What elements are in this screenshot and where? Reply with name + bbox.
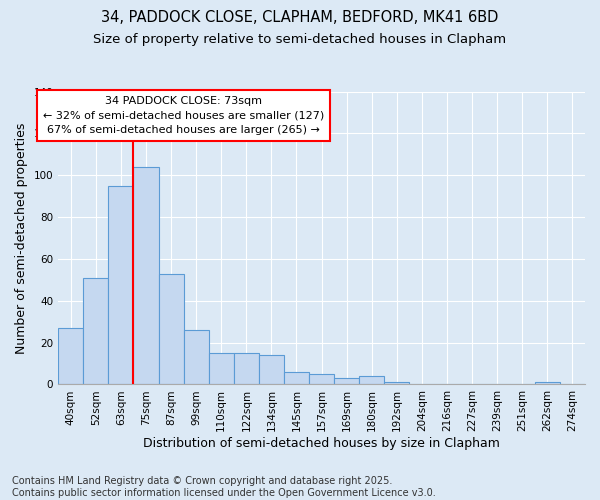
Y-axis label: Number of semi-detached properties: Number of semi-detached properties (15, 122, 28, 354)
Bar (234, 353, 259, 384)
Bar (385, 382, 409, 384)
Bar (133, 167, 158, 384)
Bar (284, 372, 309, 384)
Bar (184, 330, 209, 384)
Bar (209, 353, 234, 384)
Text: Contains HM Land Registry data © Crown copyright and database right 2025.
Contai: Contains HM Land Registry data © Crown c… (12, 476, 436, 498)
Bar (109, 186, 133, 384)
Bar (58, 328, 83, 384)
Bar (83, 278, 109, 384)
Bar (535, 382, 560, 384)
Bar (259, 355, 284, 384)
Bar (158, 274, 184, 384)
Text: 34 PADDOCK CLOSE: 73sqm
← 32% of semi-detached houses are smaller (127)
67% of s: 34 PADDOCK CLOSE: 73sqm ← 32% of semi-de… (43, 96, 324, 136)
Bar (334, 378, 359, 384)
Bar (309, 374, 334, 384)
Text: 34, PADDOCK CLOSE, CLAPHAM, BEDFORD, MK41 6BD: 34, PADDOCK CLOSE, CLAPHAM, BEDFORD, MK4… (101, 10, 499, 25)
Text: Size of property relative to semi-detached houses in Clapham: Size of property relative to semi-detach… (94, 32, 506, 46)
X-axis label: Distribution of semi-detached houses by size in Clapham: Distribution of semi-detached houses by … (143, 437, 500, 450)
Bar (359, 376, 385, 384)
